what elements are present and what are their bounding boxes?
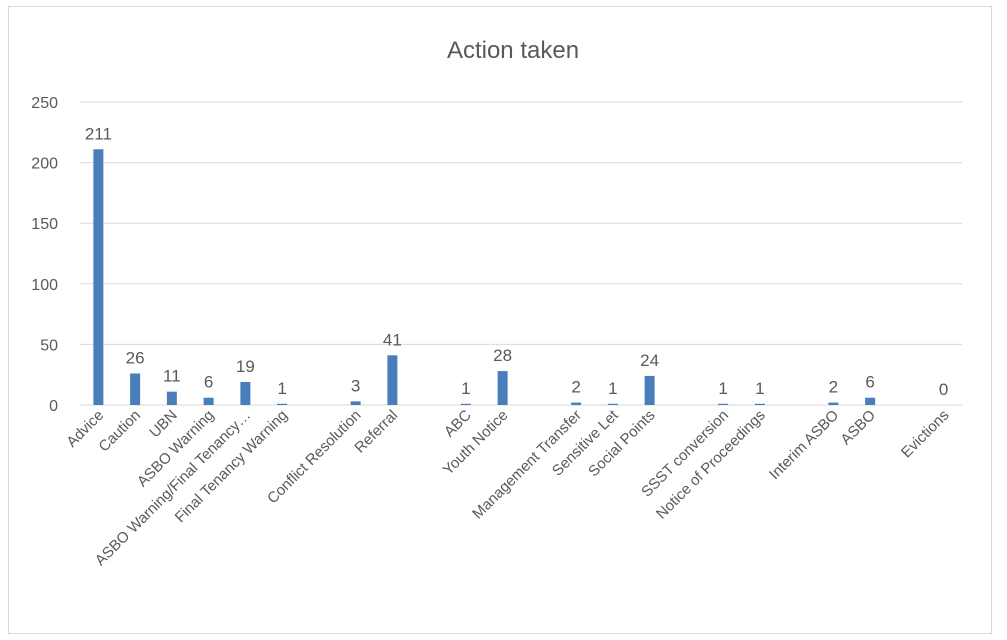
- bar: [387, 355, 398, 405]
- gridlines: [80, 101, 962, 406]
- x-tick-label: Youth Notice: [440, 407, 512, 479]
- x-tick-label: Evictions: [898, 407, 952, 461]
- bar: [754, 403, 765, 405]
- data-label: 41: [383, 330, 402, 349]
- data-label: 2: [571, 378, 580, 397]
- y-axis: 0 50 100 150 200 250: [31, 95, 58, 415]
- data-label: 1: [718, 379, 727, 398]
- bar: [607, 403, 618, 405]
- x-tick-label: ASBO: [837, 407, 878, 448]
- data-label: 1: [277, 379, 286, 398]
- y-tick-label: 100: [31, 277, 58, 294]
- bar: [93, 149, 104, 405]
- data-label: 0: [939, 380, 948, 399]
- bar: [460, 403, 471, 405]
- bars: [93, 149, 876, 405]
- bar: [571, 402, 582, 405]
- bar: [350, 401, 361, 405]
- data-label: 3: [351, 376, 360, 395]
- y-tick-label: 50: [40, 337, 58, 354]
- y-tick-label: 250: [31, 95, 58, 112]
- data-label: 1: [755, 379, 764, 398]
- data-label: 6: [204, 373, 213, 392]
- bar: [203, 397, 214, 405]
- bar: [240, 381, 251, 405]
- bar: [497, 371, 508, 405]
- data-label: 2: [829, 378, 838, 397]
- y-tick-label: 0: [49, 398, 58, 415]
- bar: [828, 402, 839, 405]
- chart-frame: [8, 6, 992, 634]
- data-label: 1: [461, 379, 470, 398]
- data-label: 6: [865, 373, 874, 392]
- y-tick-label: 200: [31, 156, 58, 173]
- bar: [166, 391, 177, 405]
- bar: [644, 375, 655, 405]
- data-label: 11: [163, 367, 181, 386]
- data-label: 211: [85, 124, 112, 143]
- data-label: 24: [640, 351, 659, 370]
- x-tick-label: Caution: [95, 407, 144, 456]
- data-label: 26: [126, 348, 145, 367]
- bar: [718, 403, 729, 405]
- chart-title: Action taken: [447, 37, 579, 64]
- x-tick-label: Interim ASBO: [766, 407, 842, 483]
- bar: [277, 403, 288, 405]
- data-label: 28: [493, 346, 512, 365]
- data-label: 19: [236, 357, 255, 376]
- bar: [865, 397, 876, 405]
- data-label: 1: [608, 379, 617, 398]
- y-tick-label: 150: [31, 216, 58, 233]
- bar: [130, 373, 141, 405]
